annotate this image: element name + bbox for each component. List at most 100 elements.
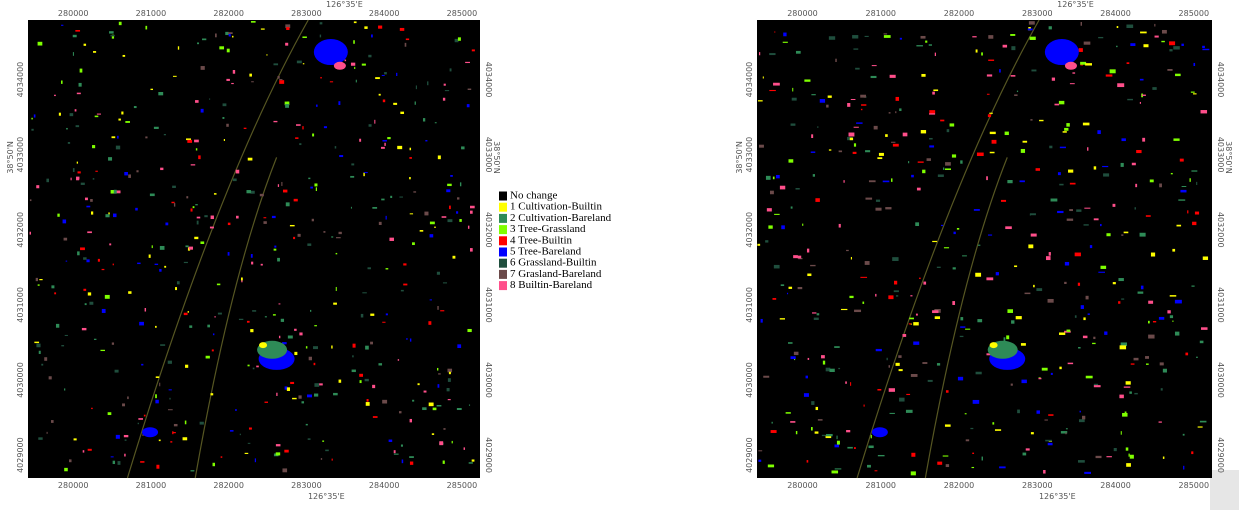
top-coord-label: 284000 [1100, 9, 1131, 18]
change-patch [791, 123, 796, 125]
change-patch [440, 310, 444, 311]
change-patch [1106, 233, 1110, 236]
change-patch [1130, 455, 1134, 459]
change-patch [838, 368, 840, 369]
change-patch [1072, 72, 1075, 73]
change-patch [387, 137, 390, 139]
change-patch [165, 223, 168, 226]
change-patch [319, 383, 323, 385]
change-patch [265, 316, 267, 317]
change-patch [359, 139, 361, 142]
change-patch [145, 26, 147, 30]
change-patch [61, 25, 63, 26]
change-patch [975, 273, 981, 277]
change-patch [923, 282, 926, 285]
change-patch [88, 449, 92, 451]
change-patch [295, 137, 298, 139]
change-patch [336, 237, 341, 238]
change-patch [1084, 42, 1091, 45]
change-patch [470, 206, 475, 209]
change-patch [309, 357, 312, 361]
change-patch [449, 206, 451, 209]
change-patch [261, 264, 263, 266]
change-patch [49, 376, 52, 379]
change-patch [424, 212, 428, 216]
change-patch [174, 203, 175, 207]
change-patch [88, 292, 91, 295]
change-patch [911, 453, 915, 457]
change-patch [447, 184, 452, 186]
change-patch [94, 339, 96, 340]
change-patch [1100, 224, 1102, 226]
change-patch [294, 329, 297, 331]
change-patch [469, 462, 473, 463]
change-patch [1124, 386, 1130, 387]
change-patch [226, 124, 229, 127]
change-patch [213, 463, 215, 466]
change-patch [1121, 431, 1122, 435]
change-patch [400, 112, 404, 114]
change-patch [74, 438, 77, 440]
change-patch [1014, 94, 1017, 96]
change-patch [798, 256, 802, 259]
change-patch [913, 322, 919, 325]
change-patch [758, 460, 761, 462]
change-patch [469, 405, 470, 406]
change-patch [284, 450, 288, 453]
change-patch [877, 389, 881, 391]
change-patch [310, 310, 311, 312]
change-patch [1067, 330, 1071, 332]
change-patch [217, 284, 220, 286]
change-patch [972, 36, 976, 37]
change-patch [841, 309, 847, 310]
change-patch [1119, 395, 1123, 399]
change-patch [1030, 37, 1036, 40]
change-patch [90, 199, 93, 202]
legend-swatch [499, 225, 507, 234]
change-patch [308, 178, 310, 179]
change-patch [430, 234, 434, 237]
change-patch [401, 290, 404, 292]
change-patch [1193, 63, 1195, 66]
change-patch [405, 43, 407, 47]
change-patch [1042, 368, 1048, 371]
change-patch [812, 312, 816, 313]
change-patch [394, 454, 399, 455]
change-patch [1059, 332, 1065, 334]
change-patch [468, 226, 469, 229]
change-patch [296, 124, 301, 126]
change-patch [448, 399, 451, 400]
change-patch [772, 298, 776, 300]
change-patch [1142, 95, 1146, 96]
change-patch [875, 208, 881, 211]
change-patch [1102, 166, 1108, 167]
change-patch [287, 102, 289, 104]
change-patch [138, 418, 143, 420]
change-patch [218, 313, 222, 315]
change-patch [937, 363, 940, 366]
change-patch [1178, 199, 1185, 200]
change-patch [108, 412, 112, 415]
change-patch [900, 38, 902, 40]
change-patch [774, 214, 780, 215]
change-patch [173, 76, 177, 77]
change-patch [903, 133, 908, 137]
change-patch [811, 134, 813, 138]
change-patch [788, 159, 793, 162]
change-patch [467, 104, 470, 107]
change-patch [312, 219, 314, 222]
change-patch [1163, 369, 1167, 373]
right-coord-label: 4032000 [1216, 212, 1225, 248]
bottom-coord-label: 280000 [787, 481, 818, 490]
legend-label: 8 Builtin-Bareland [510, 279, 593, 291]
change-patch [887, 358, 888, 360]
change-patch [359, 374, 363, 377]
change-patch [150, 194, 155, 197]
change-patch [1083, 317, 1085, 320]
change-patch [1016, 316, 1022, 319]
change-patch [1067, 219, 1073, 221]
change-patch [207, 325, 210, 328]
change-patch [310, 187, 313, 189]
change-patch [852, 35, 858, 38]
change-patch [164, 266, 166, 268]
